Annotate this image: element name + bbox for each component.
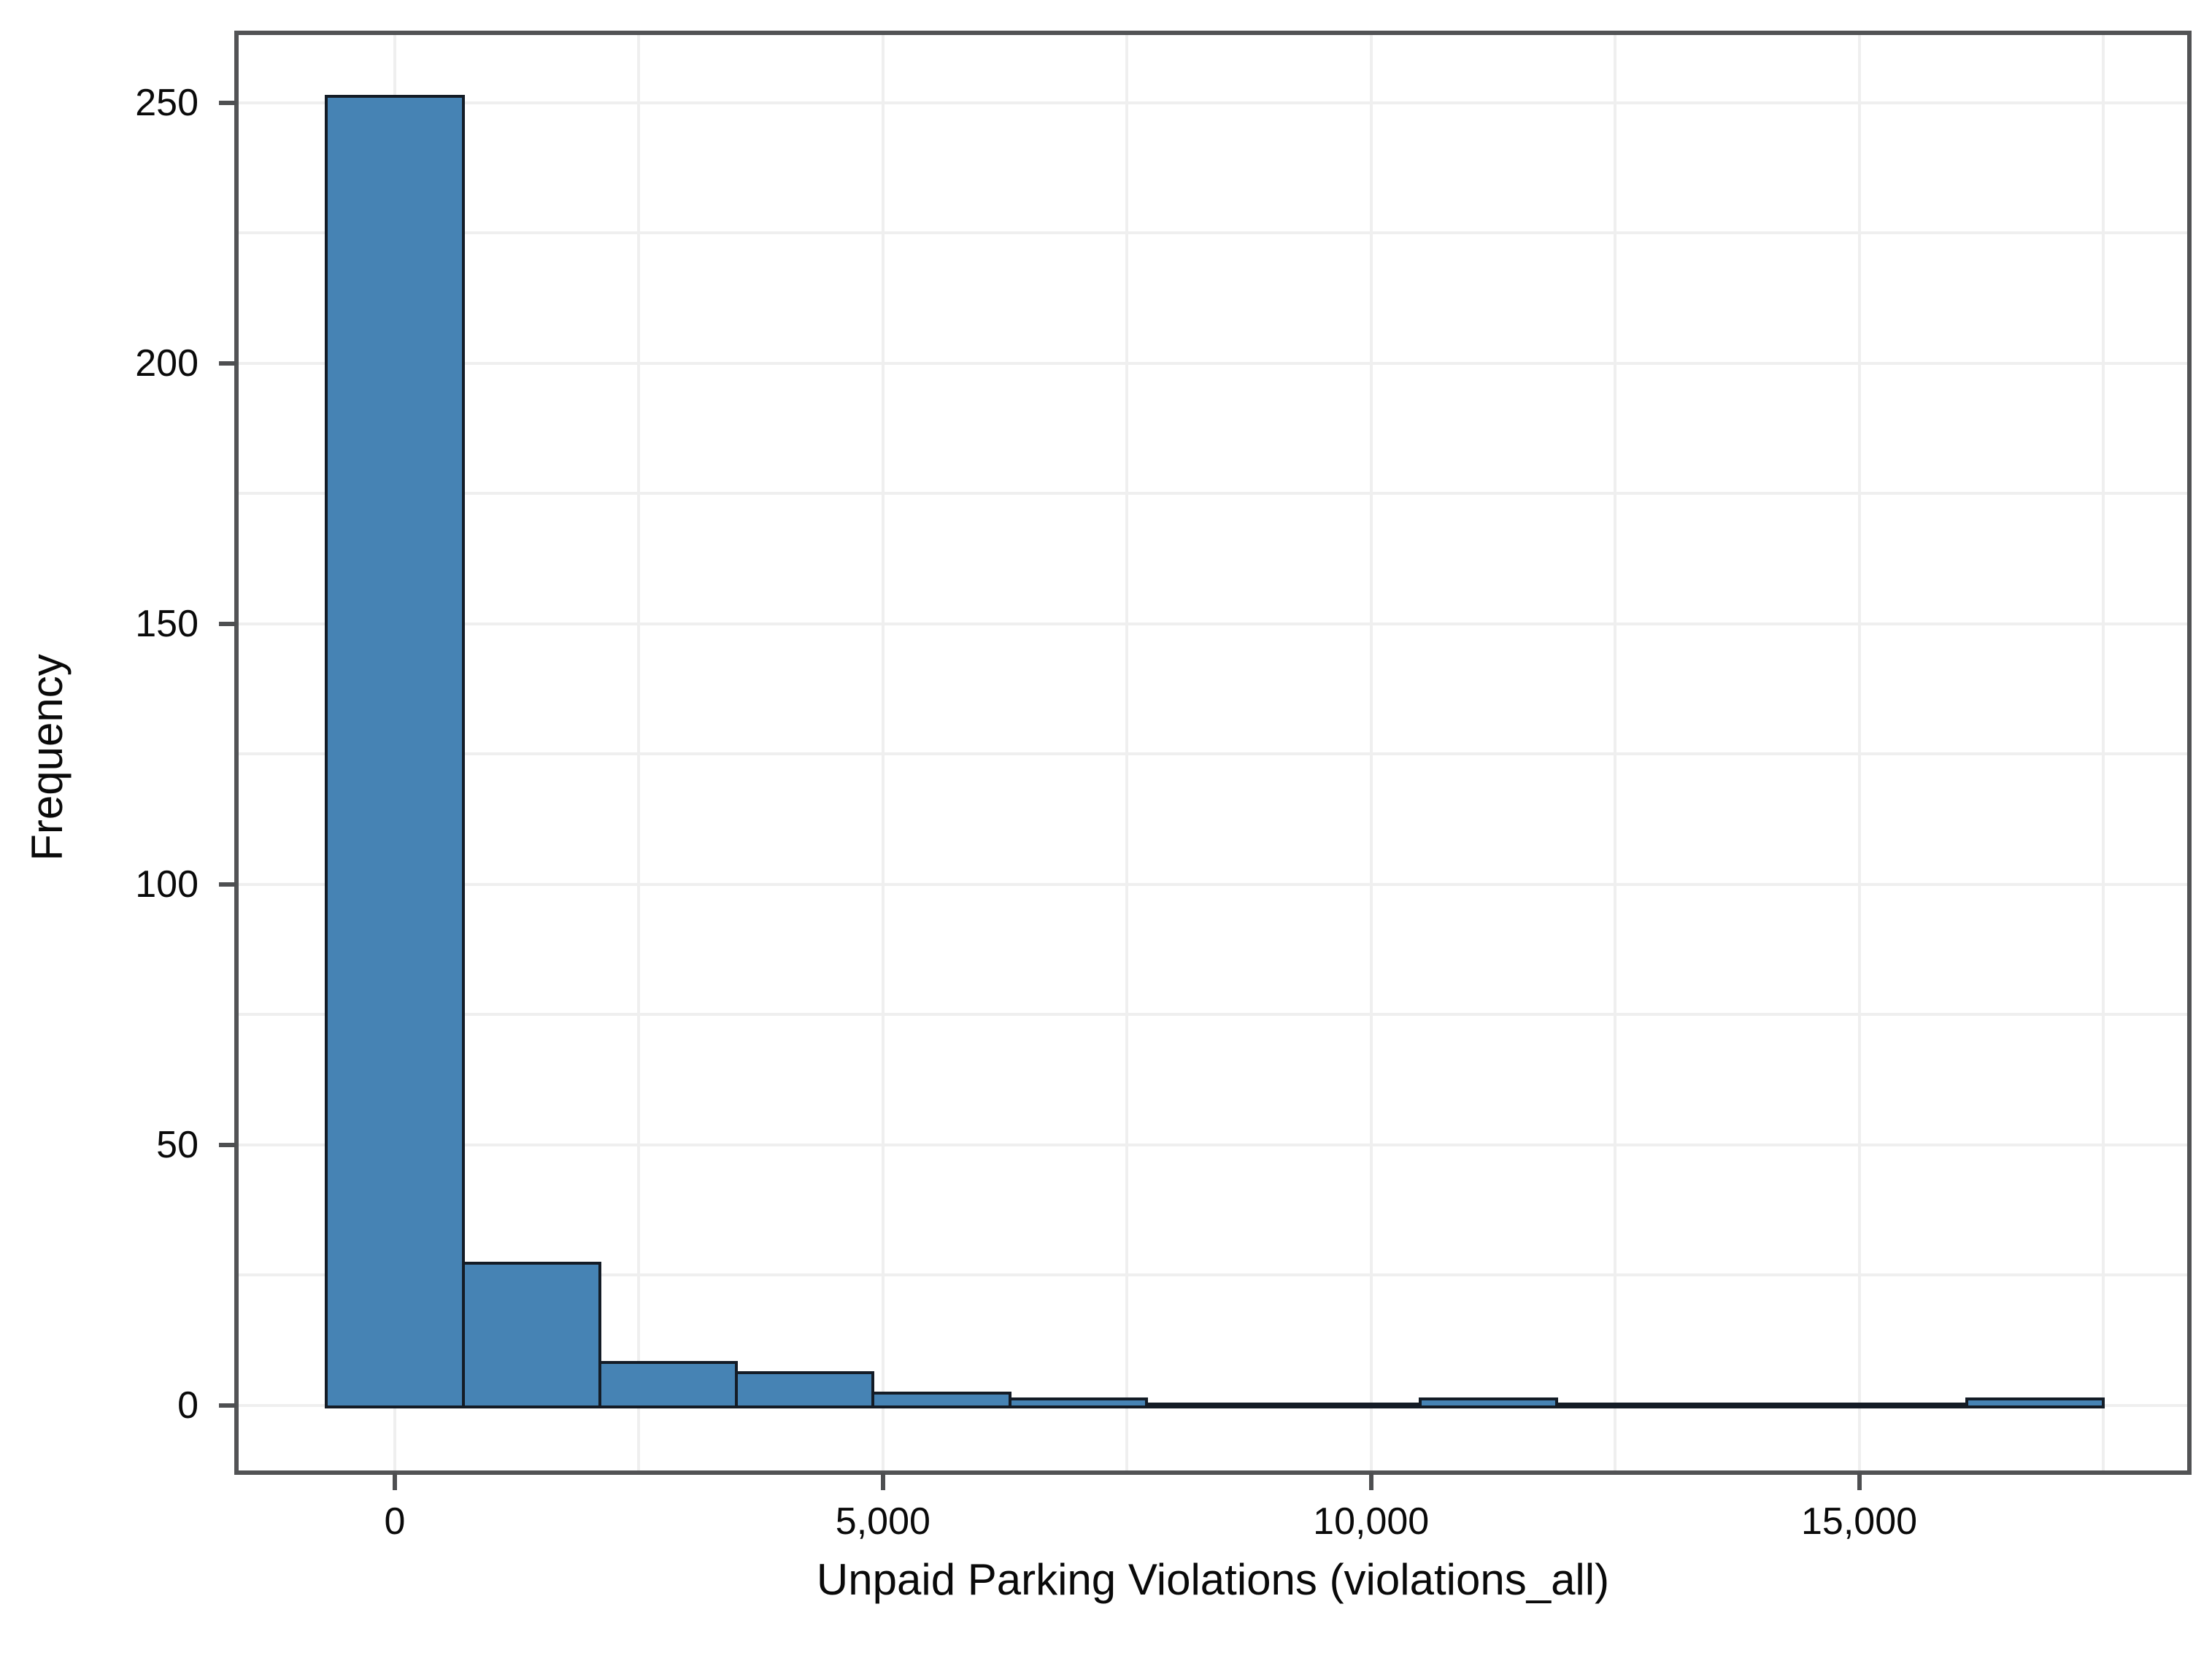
horizontal-gridline	[239, 882, 2187, 886]
vertical-gridline	[637, 35, 641, 1470]
y-tick-label: 100	[135, 863, 199, 906]
horizontal-gridline	[239, 752, 2187, 756]
plot-area	[239, 35, 2187, 1470]
y-axis-tick	[219, 1142, 236, 1147]
horizontal-gridline	[239, 1273, 2187, 1277]
vertical-gridline	[1614, 35, 1617, 1470]
vertical-gridline	[2101, 35, 2105, 1470]
horizontal-gridline	[239, 101, 2187, 104]
histogram-bar	[1282, 1402, 1422, 1408]
x-tick-label: 15,000	[1801, 1500, 1918, 1543]
horizontal-gridline	[239, 1013, 2187, 1017]
x-axis-tick	[393, 1473, 398, 1490]
histogram-bar	[598, 1360, 739, 1408]
vertical-gridline	[1857, 35, 1861, 1470]
histogram-bar	[1418, 1397, 1558, 1408]
horizontal-gridline	[239, 492, 2187, 496]
x-axis-tick	[1857, 1473, 1862, 1490]
x-tick-label: 10,000	[1313, 1500, 1430, 1543]
horizontal-gridline	[239, 361, 2187, 365]
horizontal-gridline	[239, 231, 2187, 235]
y-tick-label: 50	[156, 1123, 199, 1166]
y-tick-label: 200	[135, 342, 199, 385]
histogram-bar	[461, 1261, 601, 1408]
y-tick-label: 0	[177, 1384, 199, 1427]
x-axis-title: Unpaid Parking Violations (violations_al…	[816, 1555, 1610, 1604]
y-axis-tick	[219, 882, 236, 887]
x-tick-label: 5,000	[835, 1500, 930, 1543]
histogram-bar	[1692, 1402, 1832, 1408]
x-axis-tick	[1368, 1473, 1373, 1490]
histogram-bar	[1145, 1402, 1285, 1408]
x-tick-label: 0	[384, 1500, 406, 1543]
horizontal-gridline	[239, 622, 2187, 625]
histogram-bar	[735, 1370, 875, 1408]
histogram-bar	[1554, 1402, 1695, 1408]
y-axis-tick	[219, 1403, 236, 1408]
histogram-bar	[1828, 1402, 1968, 1408]
horizontal-gridline	[239, 1143, 2187, 1146]
y-axis-tick	[219, 621, 236, 626]
y-axis-title: Frequency	[23, 654, 72, 861]
histogram-bar	[871, 1392, 1011, 1408]
y-tick-label: 150	[135, 602, 199, 645]
y-tick-label: 250	[135, 81, 199, 124]
histogram-bar	[325, 94, 465, 1408]
histogram-bar	[1008, 1397, 1149, 1408]
x-axis-tick	[880, 1473, 885, 1490]
y-axis-tick	[219, 100, 236, 105]
vertical-gridline	[881, 35, 885, 1470]
histogram-bar	[1965, 1397, 2105, 1408]
vertical-gridline	[1125, 35, 1129, 1470]
vertical-gridline	[1369, 35, 1373, 1470]
y-axis-tick	[219, 360, 236, 366]
